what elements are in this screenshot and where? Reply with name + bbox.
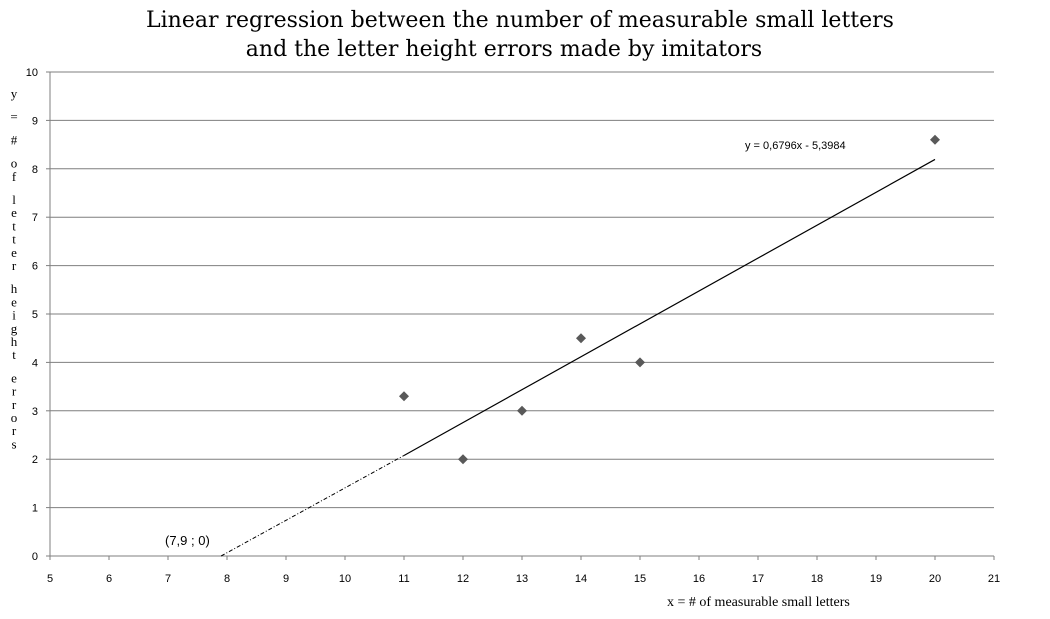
x-tick-label-16: 21 (988, 573, 1000, 585)
y-tick-label-3: 3 (32, 406, 38, 418)
data-point-2 (517, 405, 527, 416)
x-tick-labels: 5 6 7 8 9 10 11 12 13 14 15 16 17 18 19 20 21 (47, 573, 1000, 585)
y-tick-label-9: 9 (32, 115, 38, 127)
x-tick-label-15: 20 (929, 573, 941, 585)
data-point-3 (576, 333, 586, 344)
x-tick-label-9: 14 (575, 573, 587, 585)
data-point-5 (930, 134, 940, 145)
y-axis-title-char-27: r (12, 423, 17, 438)
x-tick-label-10: 15 (634, 573, 646, 585)
y-axis-title-char-25: r (12, 397, 17, 412)
x-tick-label-3: 8 (224, 573, 230, 585)
y-axis-title-char-2: = (10, 109, 17, 124)
y-tick-label-10: 10 (26, 67, 38, 79)
y-axis-title-char-23: e (11, 370, 17, 385)
y-axis-title-char-7: f (12, 169, 17, 184)
y-axis-title-char-13: e (11, 245, 17, 260)
y-axis-title-char-6: o (11, 156, 18, 171)
y-tick-labels: 0 1 2 3 4 5 6 7 8 9 10 (26, 67, 38, 563)
x-tick-label-14: 19 (870, 573, 882, 585)
y-tick-label-8: 8 (32, 164, 38, 176)
y-tick-label-1: 1 (32, 503, 38, 515)
y-tick-label-4: 4 (32, 357, 38, 369)
y-tick-label-5: 5 (32, 309, 38, 321)
y-tick-label-2: 2 (32, 454, 38, 466)
trendline-equation: y = 0,6796x - 5,3984 (745, 140, 846, 152)
y-axis-title-char-10: e (11, 205, 17, 220)
chart-title-line-2: and the letter height errors made by imi… (246, 37, 762, 62)
y-tick-label-7: 7 (32, 212, 38, 224)
y-axis-title-char-19: g (11, 321, 18, 336)
y-axis-title-char-20: h (11, 334, 18, 349)
x-tick-label-7: 12 (457, 573, 469, 585)
x-intercept-annotation: (7,9 ; 0) (165, 533, 210, 548)
trendline-solid (403, 158, 936, 456)
x-tick-label-8: 13 (516, 573, 528, 585)
axes (46, 71, 995, 560)
y-axis-title-char-11: t (12, 218, 16, 233)
x-tick-label-6: 11 (398, 573, 409, 585)
y-axis-title-char-16: h (11, 281, 18, 296)
trendline (220, 158, 936, 557)
y-axis-title-char-12: t (12, 232, 16, 247)
data-point-0 (399, 391, 409, 402)
y-axis-title-char-26: o (11, 410, 18, 425)
y-axis-title-char-17: e (11, 294, 17, 309)
x-tick-label-12: 17 (752, 573, 764, 585)
x-tick-label-2: 7 (165, 573, 171, 585)
y-axis-title-char-18: i (12, 308, 16, 323)
y-axis-title-char-9: l (12, 192, 16, 207)
x-tick-label-0: 5 (47, 573, 53, 585)
x-tick-label-11: 16 (693, 573, 705, 585)
y-tick-label-6: 6 (32, 261, 38, 273)
x-tick-label-13: 18 (811, 573, 823, 585)
y-axis-title-char-28: s (11, 436, 16, 451)
y-axis-title-char-14: r (12, 258, 17, 273)
x-tick-label-1: 6 (106, 573, 112, 585)
data-point-1 (458, 454, 468, 465)
trendline-extrapolation (220, 455, 405, 557)
x-tick-label-4: 9 (283, 573, 289, 585)
y-axis-title-char-24: r (12, 384, 17, 399)
gridlines (50, 71, 994, 557)
x-tick-label-5: 10 (339, 573, 351, 585)
y-tick-label-0: 0 (32, 551, 38, 563)
data-points (399, 134, 940, 465)
data-point-4 (635, 357, 645, 368)
chart-title-line-1: Linear regression between the number of … (146, 8, 894, 33)
x-axis-title: x = # of measurable small letters (667, 595, 850, 610)
y-axis-title-char-4: # (11, 132, 18, 147)
y-axis-title-char-21: t (12, 347, 16, 362)
y-axis-title-char-0: y (11, 86, 18, 101)
